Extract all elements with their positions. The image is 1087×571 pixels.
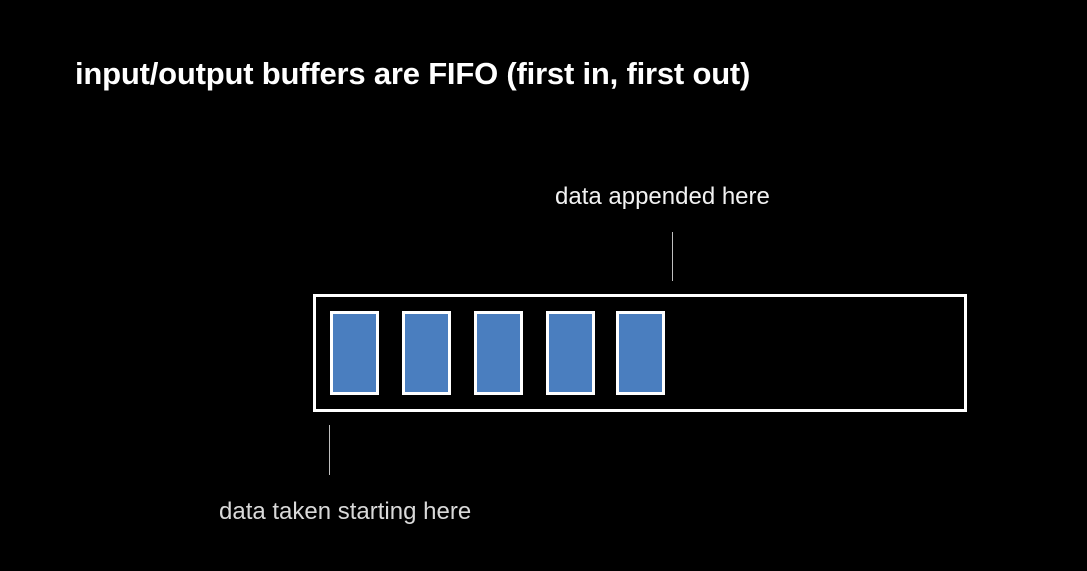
append-label: data appended here: [555, 183, 770, 210]
buffer-cell-4: [546, 311, 595, 395]
fifo-buffer: [313, 294, 967, 412]
append-pointer-line: [672, 232, 673, 281]
buffer-cell-3: [474, 311, 523, 395]
buffer-cell-5: [616, 311, 665, 395]
buffer-cell-1: [330, 311, 379, 395]
taken-pointer-line: [329, 425, 330, 475]
slide-title: input/output buffers are FIFO (first in,…: [75, 56, 751, 91]
taken-label: data taken starting here: [219, 498, 472, 525]
buffer-cell-2: [402, 311, 451, 395]
